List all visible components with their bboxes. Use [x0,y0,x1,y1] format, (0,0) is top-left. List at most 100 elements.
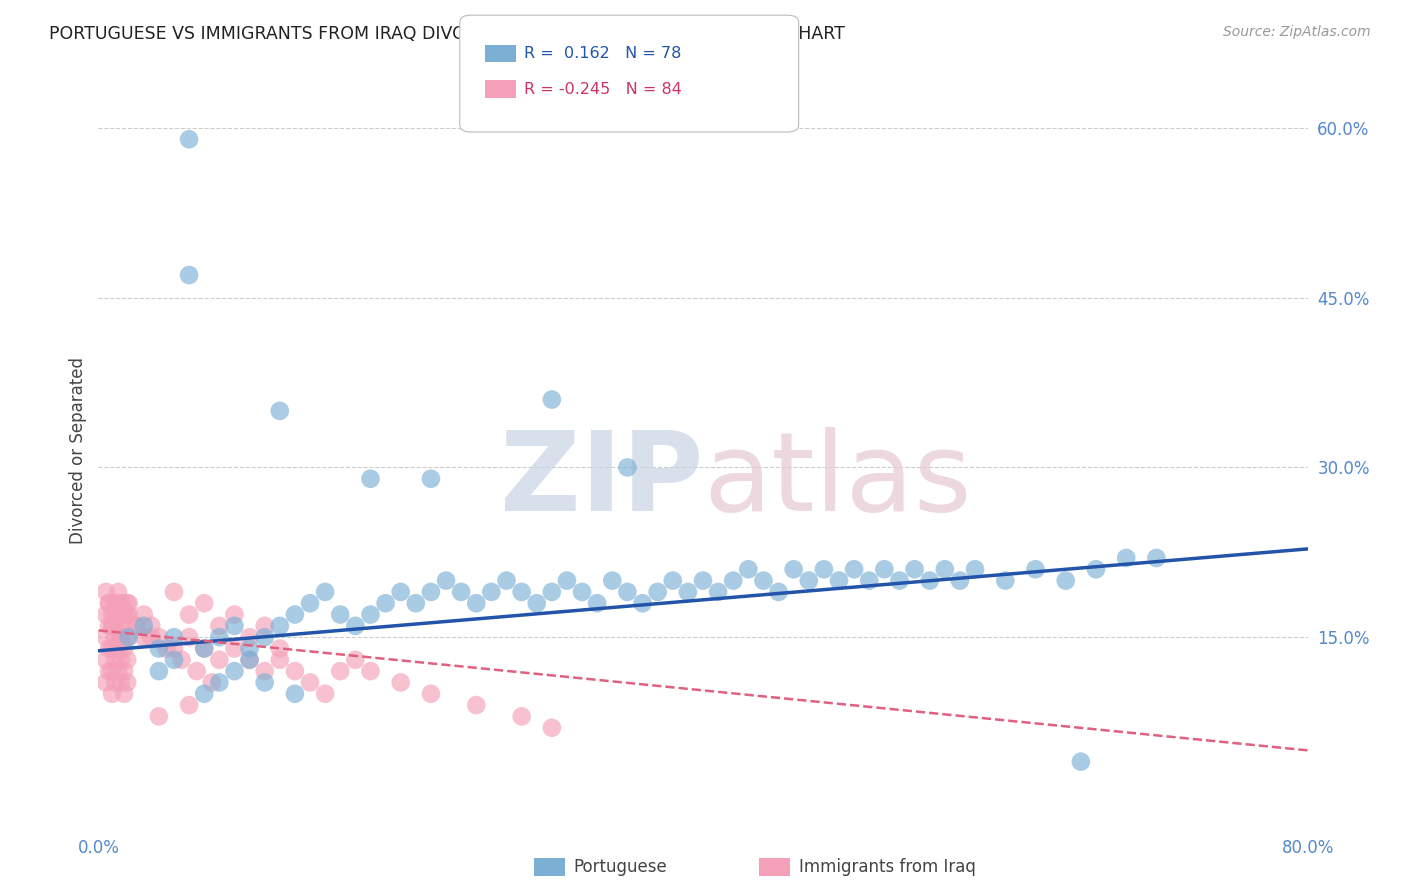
Point [1085,562,1108,576]
Point [768,585,790,599]
Point [98,596,121,610]
Point [873,562,896,576]
Point [253,675,276,690]
Point [179,132,201,146]
Point [647,585,669,599]
Point [797,574,820,588]
Point [434,574,457,588]
Point [949,574,972,588]
Point [94,653,117,667]
Point [269,653,291,667]
Point [253,664,276,678]
Point [344,619,367,633]
Point [104,653,127,667]
Point [420,585,443,599]
Point [374,596,396,610]
Point [115,630,138,644]
Point [934,562,956,576]
Point [253,619,276,633]
Point [101,607,124,622]
Point [858,574,880,588]
Point [115,675,138,690]
Point [844,562,866,576]
Point [269,404,291,418]
Text: atlas: atlas [703,427,972,534]
Point [269,619,291,633]
Point [115,596,138,610]
Point [94,630,117,644]
Point [224,641,246,656]
Point [783,562,806,576]
Point [510,709,533,723]
Point [239,653,262,667]
Point [107,641,129,656]
Point [155,641,177,656]
Point [163,653,186,667]
Point [420,687,443,701]
Point [481,585,503,599]
Point [107,619,129,633]
Point [965,562,987,576]
Point [540,721,562,735]
Point [110,596,132,610]
Point [1024,562,1046,576]
Point [148,664,170,678]
Point [284,687,307,701]
Point [329,664,352,678]
Point [170,653,193,667]
Point [110,607,132,622]
Point [676,585,699,599]
Point [94,607,117,622]
Point [329,607,352,622]
Point [616,460,638,475]
Point [344,653,367,667]
Point [98,619,121,633]
Point [299,675,322,690]
Point [360,472,382,486]
Point [98,664,121,678]
Point [224,664,246,678]
Point [193,641,215,656]
Point [186,664,208,678]
Point [314,585,336,599]
Point [104,607,127,622]
Point [707,585,730,599]
Point [104,630,127,644]
Point [201,675,224,690]
Point [163,641,186,656]
Point [112,641,135,656]
Point [193,596,215,610]
Point [104,596,127,610]
Text: R =  0.162   N = 78: R = 0.162 N = 78 [524,46,682,61]
Point [723,574,745,588]
Point [269,641,291,656]
Point [118,596,141,610]
Point [179,698,201,712]
Text: Immigrants from Iraq: Immigrants from Iraq [799,858,976,876]
Point [193,641,215,656]
Point [115,653,138,667]
Point [110,630,132,644]
Point [661,574,683,588]
Point [110,675,132,690]
Text: R = -0.245   N = 84: R = -0.245 N = 84 [524,82,682,96]
Point [555,574,578,588]
Point [112,607,135,622]
Point [107,664,129,678]
Point [616,585,638,599]
Point [828,574,851,588]
Point [389,675,412,690]
Point [1054,574,1077,588]
Point [994,574,1017,588]
Point [94,675,117,690]
Point [110,653,132,667]
Point [132,619,155,633]
Text: Source: ZipAtlas.com: Source: ZipAtlas.com [1223,25,1371,39]
Text: ZIP: ZIP [499,427,703,534]
Point [107,596,129,610]
Point [163,585,186,599]
Point [132,607,155,622]
Point [540,392,562,407]
Point [101,619,124,633]
Point [112,687,135,701]
